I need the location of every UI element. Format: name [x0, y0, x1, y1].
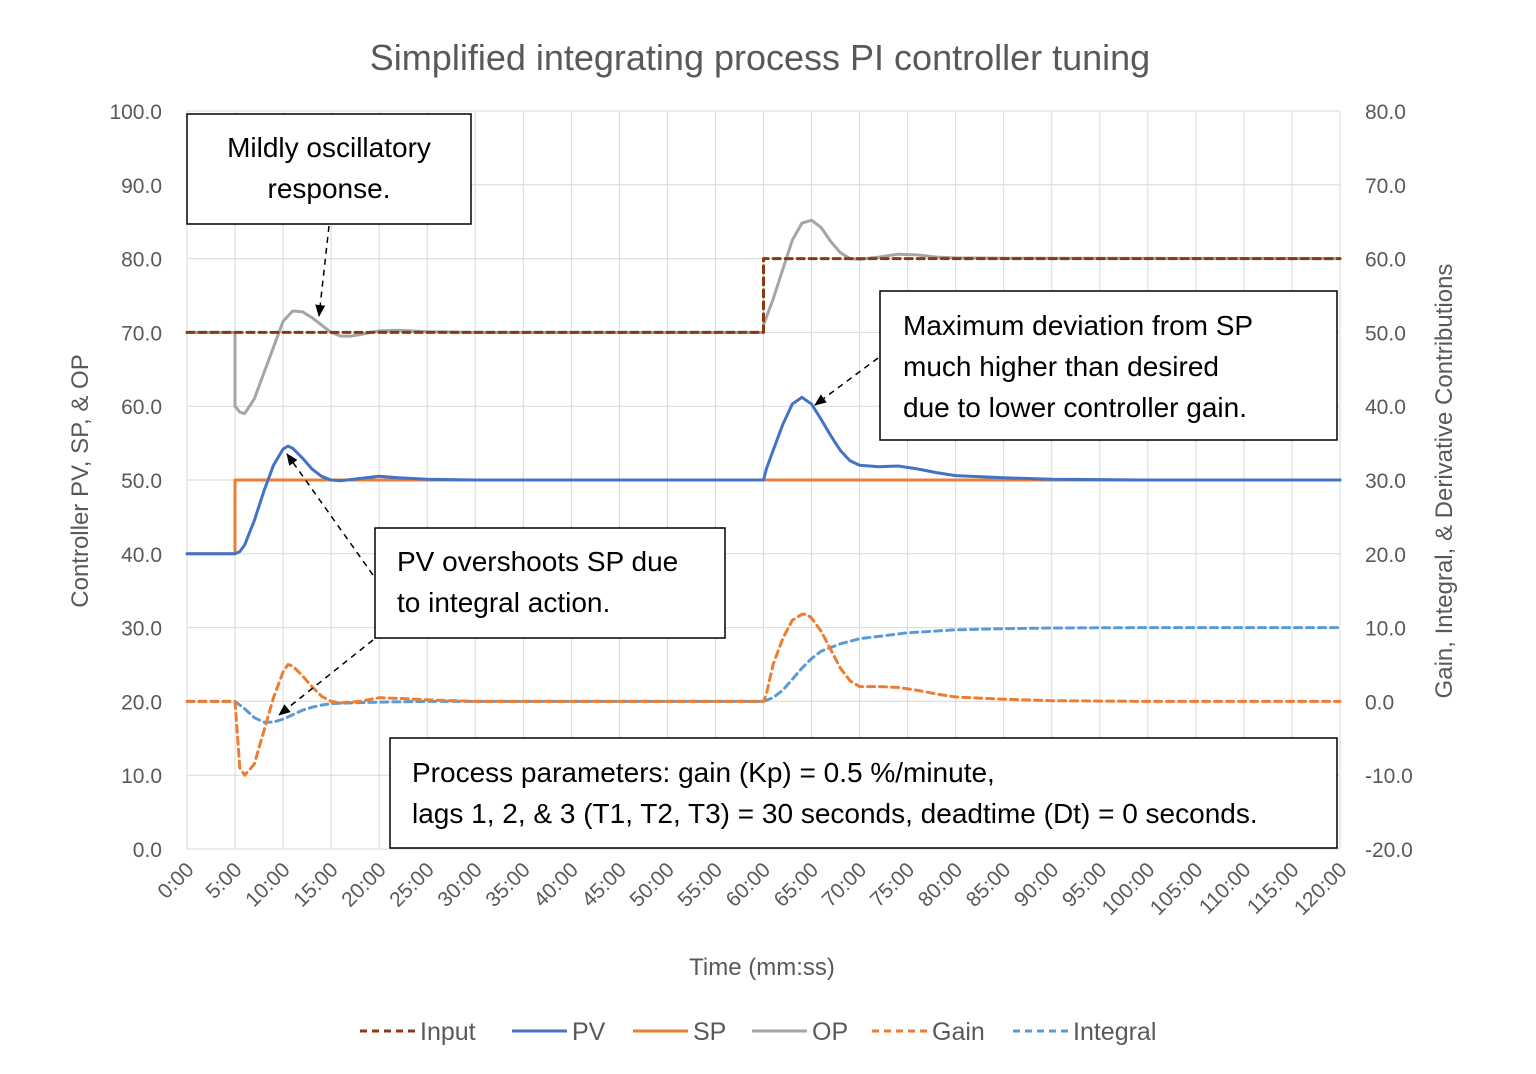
- y-right-tick-label: 30.0: [1365, 470, 1406, 493]
- y-right-tick-label: 60.0: [1365, 249, 1406, 272]
- y-left-tick-label: 0.0: [133, 839, 162, 862]
- x-tick-label: 115:00: [1243, 858, 1304, 919]
- y-left-tick-label: 50.0: [121, 470, 162, 493]
- annotation-arrow-max-deviation: [814, 357, 879, 406]
- series-line-gain: [185, 612, 1342, 777]
- legend-label-integral: Integral: [1073, 1018, 1156, 1046]
- legend-label-op: OP: [812, 1018, 848, 1046]
- x-tick-label: 20:00: [337, 858, 390, 911]
- y-left-tick-label: 30.0: [121, 618, 162, 641]
- x-tick-label: 15:00: [289, 858, 342, 911]
- x-tick-label: 105:00: [1146, 858, 1208, 920]
- annotation-arrow-oscillatory: [315, 225, 330, 317]
- x-axis-title: Time (mm:ss): [689, 954, 835, 981]
- legend-label-pv: PV: [572, 1018, 606, 1046]
- y-right-tick-label: -20.0: [1365, 839, 1413, 862]
- x-tick-label: 40:00: [529, 858, 582, 911]
- x-tick-label: 110:00: [1195, 858, 1256, 919]
- annotation-oscillatory-line2: response.: [268, 173, 391, 204]
- x-tick-label: 120:00: [1290, 858, 1352, 920]
- x-tick-label: 10:00: [241, 858, 294, 911]
- x-tick-label: 0:00: [153, 858, 198, 903]
- y-right-tick-label: 10.0: [1365, 618, 1406, 641]
- x-tick-label: 75:00: [866, 858, 919, 911]
- x-tick-label: 70:00: [818, 858, 871, 911]
- y-left-tick-label: 40.0: [121, 544, 162, 567]
- series-line-input: [185, 257, 1342, 334]
- annotation-max-deviation-line2: much higher than desired: [903, 351, 1219, 382]
- x-tick-label: 50:00: [626, 858, 679, 911]
- x-tick-label: 85:00: [962, 858, 1015, 911]
- legend-label-input: Input: [420, 1018, 476, 1046]
- x-tick-label: 100:00: [1098, 858, 1160, 920]
- legend: Input PV SP OP Gain Integral: [360, 1018, 1156, 1046]
- annotation-box-oscillatory: [186, 113, 472, 225]
- series-line-pv: [185, 395, 1342, 556]
- annotation-max-deviation-line1: Maximum deviation from SP: [903, 310, 1253, 341]
- x-tick-label: 35:00: [481, 858, 534, 911]
- annotation-box-process-parameters: [389, 737, 1338, 849]
- x-tick-label: 80:00: [914, 858, 967, 911]
- annotations: Mildly oscillatory response. Maximum dev…: [186, 113, 1338, 849]
- legend-label-sp: SP: [693, 1018, 726, 1046]
- x-tick-label: 55:00: [674, 858, 727, 911]
- legend-label-gain: Gain: [932, 1018, 985, 1046]
- x-tick-label: 45:00: [577, 858, 630, 911]
- annotation-box-max-deviation: [879, 290, 1338, 441]
- x-tick-label: 65:00: [770, 858, 823, 911]
- y-left-tick-label: 80.0: [121, 249, 162, 272]
- annotation-pv-overshoot-line2: to integral action.: [397, 587, 610, 618]
- y-right-tick-label: 80.0: [1365, 101, 1406, 124]
- y-axis-right-title: Gain, Integral, & Derivative Contributio…: [1431, 264, 1458, 699]
- y-left-tick-label: 90.0: [121, 175, 162, 198]
- y-left-tick-label: 60.0: [121, 396, 162, 419]
- annotation-pv-overshoot-line1: PV overshoots SP due: [397, 546, 678, 577]
- y-left-tick-label: 100.0: [109, 101, 162, 124]
- annotation-arrow-pv-overshoot-down: [278, 639, 374, 716]
- x-tick-label: 60:00: [722, 858, 775, 911]
- y-right-tick-label: 70.0: [1365, 175, 1406, 198]
- chart-title: Simplified integrating process PI contro…: [370, 37, 1150, 78]
- x-tick-label: 25:00: [385, 858, 438, 911]
- y-right-tick-label: 0.0: [1365, 691, 1394, 714]
- y-left-tick-label: 70.0: [121, 322, 162, 345]
- x-tick-label: 5:00: [201, 858, 246, 903]
- annotation-oscillatory-line1: Mildly oscillatory: [227, 132, 431, 163]
- y-right-tick-label: 20.0: [1365, 544, 1406, 567]
- y-left-tick-label: 20.0: [121, 691, 162, 714]
- x-tick-label: 30:00: [433, 858, 486, 911]
- annotation-box-pv-overshoot: [374, 527, 726, 639]
- y-axis-left-title: Controller PV, SP, & OP: [67, 354, 94, 607]
- y-left-tick-label: 10.0: [121, 765, 162, 788]
- y-right-tick-label: 50.0: [1365, 322, 1406, 345]
- annotation-arrow-pv-overshoot-up: [286, 453, 374, 576]
- annotation-process-parameters-line2: lags 1, 2, & 3 (T1, T2, T3) = 30 seconds…: [412, 798, 1258, 829]
- y-right-tick-label: -10.0: [1365, 765, 1413, 788]
- series-layer: [185, 218, 1342, 777]
- x-tick-label: 90:00: [1010, 858, 1063, 911]
- annotation-max-deviation-line3: due to lower controller gain.: [903, 392, 1247, 423]
- y-right-tick-label: 40.0: [1365, 396, 1406, 419]
- annotation-process-parameters-line1: Process parameters: gain (Kp) = 0.5 %/mi…: [412, 757, 995, 788]
